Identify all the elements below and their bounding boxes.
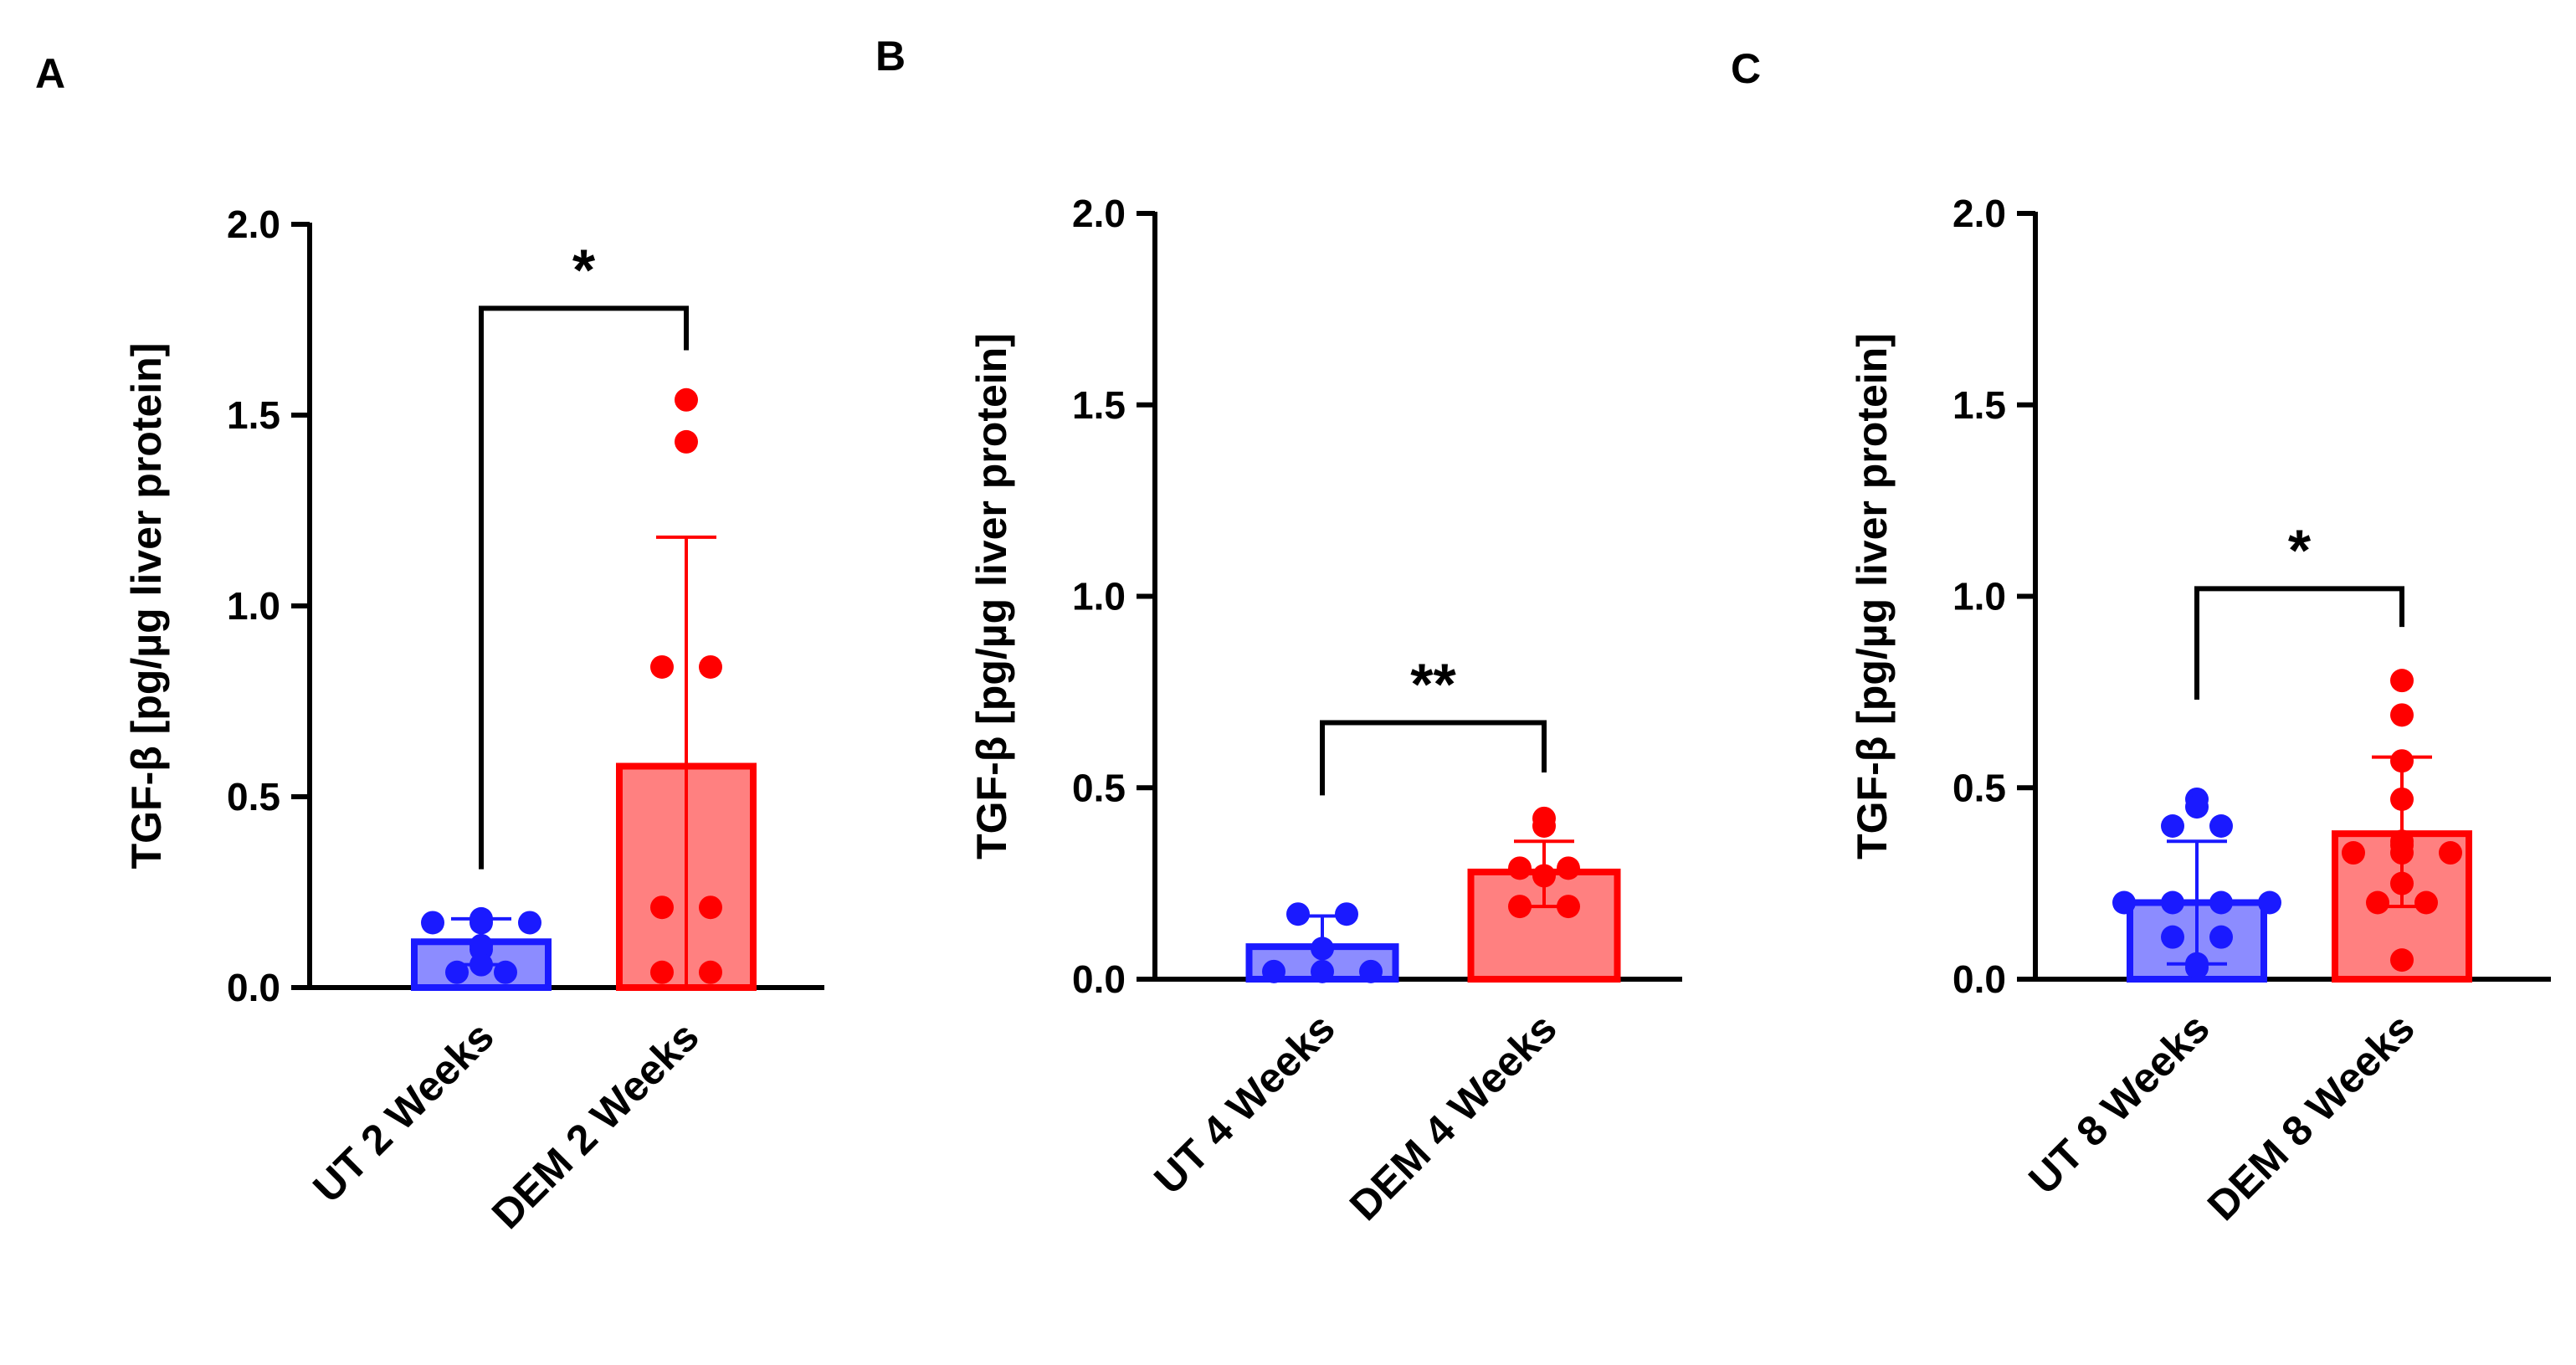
- panel-b-data-point: [1532, 814, 1556, 838]
- panel-a-data-point: [699, 654, 722, 679]
- panel-a-data-point: [421, 911, 444, 935]
- panel-c-letter: C: [1731, 45, 1761, 92]
- panel-b-category-label: UT 4 Weeks: [1145, 1004, 1343, 1203]
- panel-c-data-point: [2390, 787, 2414, 811]
- panel-c-data-point: [2366, 890, 2389, 915]
- panel-b-data-point: [1557, 856, 1580, 880]
- panel-a-data-point: [650, 654, 674, 679]
- panel-a-data-point: [650, 895, 674, 920]
- panel-c-data-point: [2161, 890, 2184, 915]
- panel-c-y-tick-label: 0.5: [1953, 766, 2006, 809]
- panel-c-y-tick-label: 0.0: [1953, 957, 2006, 1001]
- panel-b-data-point: [1286, 902, 1310, 926]
- panel-a: A 0.0 0.5 1.0 1.5 2.0 TGF-β [pg/µg liver prot…: [35, 50, 824, 1238]
- panel-c-data-point: [2209, 890, 2233, 915]
- panel-c-significance-bracket: [2194, 586, 2404, 700]
- panel-a-data-point: [675, 387, 698, 412]
- panel-c-data-point: [2390, 669, 2414, 693]
- panel-a-data-point: [445, 960, 469, 984]
- panel-b-data-point: [1557, 895, 1580, 919]
- panel-c-data-point: [2112, 890, 2136, 915]
- panel-a-y-tick-label: 0.5: [227, 775, 280, 818]
- panel-c-category-label: UT 8 Weeks: [2019, 1004, 2218, 1203]
- panel-c-data-point: [2342, 841, 2365, 865]
- panel-c-data-point: [2390, 948, 2414, 972]
- panel-b: B 0.0 0.5 1.0 1.5 2.0 TGF-β [pg/µg liver prot…: [875, 33, 1682, 1229]
- panel-c-category-label: DEM 8 Weeks: [2199, 1004, 2424, 1229]
- panel-a-data-point: [675, 429, 698, 454]
- panel-c: C 0.0 0.5 1.0 1.5 2.0 TGF-β [pg/µg liver prot…: [1731, 45, 2551, 1229]
- panel-c-data-point: [2390, 841, 2414, 865]
- panel-a-significance-label: *: [572, 237, 596, 302]
- panel-a-data-point: [699, 960, 722, 984]
- panel-b-data-point: [1532, 864, 1556, 888]
- panel-a-data-point: [650, 960, 674, 984]
- panel-b-category-label: DEM 4 Weeks: [1341, 1004, 1566, 1229]
- panel-a-data-point: [470, 952, 493, 977]
- panel-a-data-point: [518, 911, 541, 935]
- panel-a-significance-bracket: [479, 305, 689, 870]
- panel-b-data-point: [1335, 902, 1358, 926]
- panel-b-y-tick-label: 1.5: [1072, 383, 1126, 427]
- panel-c-data-point: [2185, 795, 2209, 819]
- panel-b-data-point: [1359, 959, 1383, 983]
- panel-b-data-point: [1311, 959, 1334, 983]
- panel-a-y-tick-label: 1.0: [227, 584, 280, 628]
- panel-c-y-tick-label: 2.0: [1953, 192, 2006, 235]
- panel-a-category-label: DEM 2 Weeks: [483, 1013, 708, 1238]
- panel-c-chart: 0.0 0.5 1.0 1.5 2.0 TGF-β [pg/µg liver protei…: [1849, 192, 2551, 1229]
- panel-c-y-tick-label: 1.5: [1953, 383, 2006, 427]
- panel-b-y-tick-label: 1.0: [1072, 575, 1126, 618]
- panel-c-y-tick-label: 1.0: [1953, 575, 2006, 618]
- panel-b-letter: B: [875, 33, 906, 80]
- panel-c-data-point: [2390, 703, 2414, 727]
- panel-a-data-point: [470, 911, 493, 935]
- panel-a-data-point: [699, 895, 722, 920]
- panel-c-data-point: [2390, 749, 2414, 773]
- panel-a-y-tick-label: 2.0: [227, 203, 280, 246]
- panel-a-data-point: [494, 960, 517, 984]
- panel-c-data-point: [2161, 814, 2184, 838]
- panel-a-chart: 0.0 0.5 1.0 1.5 2.0 TGF-β [pg/µg liver protei…: [123, 203, 824, 1238]
- panel-b-data-point: [1508, 895, 1532, 919]
- panel-c-data-point: [2185, 956, 2209, 980]
- panel-b-data-point: [1311, 937, 1334, 961]
- panel-b-significance-label: **: [1410, 651, 1456, 716]
- panel-c-y-axis-title: TGF-β [pg/µg liver protein]: [1849, 333, 1896, 860]
- panel-c-data-point: [2209, 925, 2233, 949]
- panel-c-data-point: [2390, 871, 2414, 895]
- panel-c-data-point: [2258, 890, 2281, 915]
- panel-b-chart: 0.0 0.5 1.0 1.5 2.0 TGF-β [pg/µg liver protei…: [968, 192, 1682, 1229]
- panel-c-significance-label: *: [2288, 517, 2312, 582]
- panel-b-data-point: [1262, 959, 1285, 983]
- panel-c-data-point: [2209, 814, 2233, 838]
- panel-a-y-tick-label: 1.5: [227, 393, 280, 437]
- panel-a-letter: A: [35, 50, 65, 97]
- panel-a-y-tick-label: 0.0: [227, 966, 280, 1009]
- panel-b-y-tick-label: 2.0: [1072, 192, 1126, 235]
- panel-b-significance-bracket: [1320, 720, 1547, 796]
- panel-b-y-tick-label: 0.5: [1072, 766, 1126, 809]
- panel-b-data-point: [1508, 856, 1532, 880]
- panel-a-category-label: UT 2 Weeks: [304, 1013, 502, 1211]
- panel-c-data-point: [2414, 890, 2438, 915]
- panel-c-data-point: [2439, 841, 2462, 865]
- panel-c-data-point: [2161, 925, 2184, 949]
- panel-b-y-tick-label: 0.0: [1072, 957, 1126, 1001]
- panel-a-y-axis-title: TGF-β [pg/µg liver protein]: [123, 343, 170, 870]
- panel-b-y-axis-title: TGF-β [pg/µg liver protein]: [968, 333, 1015, 860]
